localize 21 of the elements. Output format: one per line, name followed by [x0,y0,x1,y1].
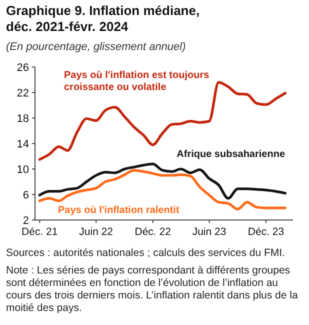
source-note: Sources : autorités nationales ; calculs des services du FMI. [6,247,285,259]
x-tick-label: Déc. 23 [248,226,284,238]
x-tick-label: Juin 22 [79,226,114,238]
chart-subtitle: (En pourcentage, glissement annuel) [6,41,186,53]
y-tick-label: 14 [16,138,29,150]
x-tick-label: Déc. 21 [22,226,58,238]
y-tick-label: 10 [16,164,29,176]
line-series [38,162,287,200]
series-label: Pays où l'inflation est toujours croissante ou volatile [64,70,210,93]
x-tick-label: Déc. 22 [134,226,172,238]
series-label: Pays où l'inflation ralentit [58,205,180,216]
text: Note : Les séries de pays correspondant à différents groupes sont déterminées en fonction de l’évolution de l’inflation au cours des trois derniers mois. L’inflation ralentit dans plus de la moitié des pays. [6,264,298,314]
x-tick-label: Juin 23 [192,226,226,238]
line-series [38,81,287,161]
y-tick-label: 18 [16,113,29,125]
y-tick-label: 6 [22,190,29,202]
y-tick-label: 26 [16,62,29,74]
series-label: Afrique subsaharienne [176,149,286,160]
y-tick-label: 22 [16,88,29,100]
y-tick-label: 2 [22,215,29,227]
chart-title: Graphique 9. Inflation médiane, déc. 2021-févr. 2024 [6,3,200,34]
